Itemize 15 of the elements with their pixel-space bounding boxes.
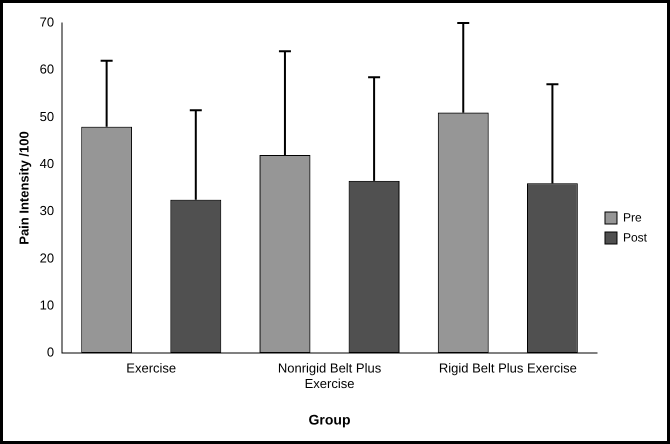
y-tick-label: 30 — [40, 203, 54, 218]
y-tick-label: 70 — [40, 14, 54, 30]
x-axis-title: Group — [308, 411, 351, 428]
y-tick-label: 40 — [40, 156, 54, 172]
x-tick-label: Exercise — [126, 360, 176, 376]
y-axis-title: Pain Intensity /100 — [16, 131, 32, 245]
x-tick-label: Rigid Belt Plus Exercise — [438, 360, 577, 376]
y-tick-label: 20 — [40, 250, 54, 266]
y-tick-label: 0 — [46, 344, 54, 360]
y-tick-label: 50 — [40, 108, 54, 124]
legend-label: Post — [622, 230, 648, 244]
legend-label: Pre — [622, 210, 642, 224]
y-tick-label: 10 — [40, 297, 54, 312]
y-tick-label: 60 — [40, 62, 54, 77]
x-tick-label: Nonrigid Belt Plus Exercise — [278, 360, 382, 391]
